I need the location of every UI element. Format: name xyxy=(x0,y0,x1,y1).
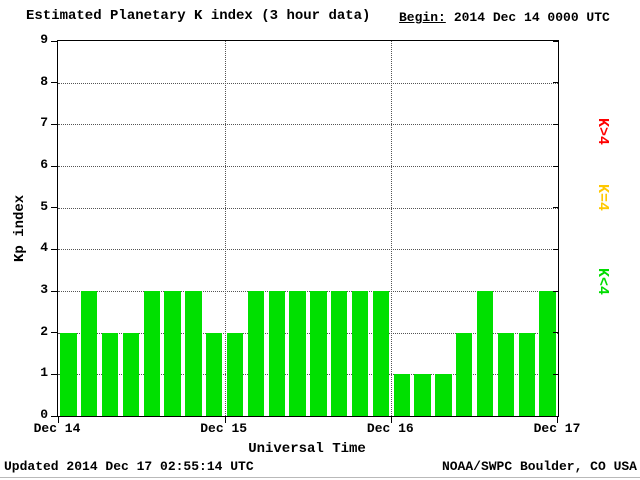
kp-bar xyxy=(414,374,431,416)
x-tick-label: Dec 15 xyxy=(200,421,248,436)
y-tick-mark xyxy=(51,415,57,417)
kp-bar xyxy=(476,291,494,416)
bottom-divider xyxy=(0,477,640,478)
y-tick-mark xyxy=(51,332,57,334)
x-tick-mark xyxy=(58,417,59,423)
begin-label: Begin: xyxy=(399,10,446,25)
y-tick-mark xyxy=(51,40,57,42)
begin-line: Begin: 2014 Dec 14 0000 UTC xyxy=(399,10,610,25)
y-tick-mark-right xyxy=(553,165,558,167)
legend-label-K4: K<4 xyxy=(594,268,611,296)
y-tick-label: 1 xyxy=(40,365,48,381)
y-tick-mark-right xyxy=(553,290,558,292)
y-tick-mark xyxy=(51,123,57,125)
y-tick-label: 4 xyxy=(40,240,48,256)
y-tick-label: 7 xyxy=(40,115,48,131)
kp-bar xyxy=(435,374,452,416)
y-tick-mark xyxy=(51,207,57,209)
y-tick-label: 3 xyxy=(40,282,48,297)
y-tick-label: 2 xyxy=(40,323,48,339)
y-tick-mark-right xyxy=(553,40,558,42)
source-credit: NOAA/SWPC Boulder, CO USA xyxy=(441,459,637,474)
h-gridline xyxy=(58,291,558,292)
h-gridline xyxy=(58,332,558,334)
h-gridline xyxy=(58,124,558,126)
y-tick-mark xyxy=(51,373,57,375)
legend-label-K4: K>4 xyxy=(594,118,611,146)
kp-bar xyxy=(185,291,202,416)
y-tick-mark-right xyxy=(553,415,558,417)
h-gridline xyxy=(58,166,558,167)
y-tick-mark xyxy=(51,248,57,250)
kp-bar xyxy=(101,332,119,416)
h-gridline xyxy=(58,374,558,376)
h-gridline xyxy=(58,207,558,209)
kp-bar xyxy=(226,332,244,416)
kp-bar xyxy=(497,332,515,416)
chart-title: Estimated Planetary K index (3 hour data… xyxy=(26,8,371,24)
kp-bar xyxy=(351,291,369,416)
kp-bar xyxy=(539,291,556,416)
kp-bar xyxy=(164,291,181,416)
kp-bar xyxy=(518,332,535,416)
y-tick-mark-right xyxy=(553,123,558,125)
y-tick-mark xyxy=(51,290,57,292)
kp-bar xyxy=(393,374,410,416)
y-tick-label: 5 xyxy=(40,198,48,214)
kp-bar xyxy=(81,291,98,416)
kp-bar xyxy=(122,332,140,416)
y-tick-label: 6 xyxy=(40,157,48,172)
x-tick-mark xyxy=(224,417,226,423)
x-axis-label: Universal Time xyxy=(248,441,366,457)
legend-label-K4: K=4 xyxy=(594,184,611,212)
begin-value: 2014 Dec 14 0000 UTC xyxy=(453,10,610,25)
y-tick-mark-right xyxy=(553,248,558,250)
x-tick-label: Dec 14 xyxy=(33,421,81,436)
y-tick-mark-right xyxy=(553,373,558,375)
x-tick-mark xyxy=(557,417,558,423)
kp-bar xyxy=(247,291,265,416)
kp-bar xyxy=(268,291,285,416)
updated-timestamp: Updated 2014 Dec 17 02:55:14 UTC xyxy=(4,459,254,474)
kp-bar xyxy=(310,291,327,416)
kp-bar xyxy=(289,291,306,416)
y-tick-label: 9 xyxy=(40,32,48,47)
v-gridline xyxy=(391,41,393,416)
plot-area xyxy=(51,40,559,423)
kp-bar xyxy=(372,291,390,416)
h-gridline xyxy=(58,82,558,84)
y-tick-mark-right xyxy=(553,207,558,209)
x-tick-mark xyxy=(391,417,393,423)
kp-bar xyxy=(206,332,223,416)
kp-bar xyxy=(60,332,77,416)
y-tick-mark-right xyxy=(553,332,558,334)
h-gridline xyxy=(58,249,558,251)
kp-bar xyxy=(331,291,348,416)
y-tick-mark-right xyxy=(553,82,558,84)
x-tick-label: Dec 17 xyxy=(533,421,581,436)
y-tick-label: 0 xyxy=(40,407,48,422)
x-tick-label: Dec 16 xyxy=(366,421,414,436)
y-tick-mark xyxy=(51,165,57,167)
kp-bar xyxy=(143,291,160,416)
kp-bar xyxy=(456,332,473,416)
y-tick-label: 8 xyxy=(40,73,48,89)
y-tick-mark xyxy=(51,82,57,84)
v-gridline xyxy=(224,41,226,416)
